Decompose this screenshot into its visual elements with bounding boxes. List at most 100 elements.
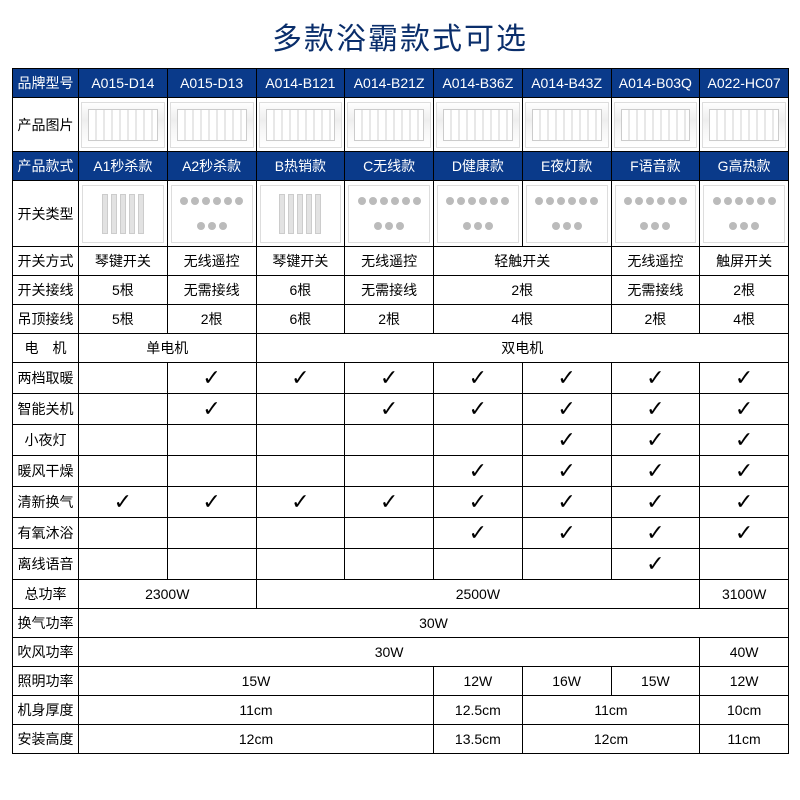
two_heat-6: ✓ [611, 363, 700, 394]
label-photo: 产品图片 [13, 98, 79, 152]
fresh_air-1: ✓ [167, 487, 256, 518]
ceiling_wires-5: 2根 [611, 305, 700, 334]
two_heat-1: ✓ [167, 363, 256, 394]
product-image-1 [170, 102, 254, 148]
oxy_bath-4: ✓ [434, 518, 523, 549]
model-header-0: A015-D14 [79, 69, 168, 98]
comparison-table: 品牌型号A015-D14A015-D13A014-B121A014-B21ZA0… [12, 68, 789, 754]
product-image-4 [436, 102, 520, 148]
switch_wires-1: 无需接线 [167, 276, 256, 305]
style-header-4: D健康款 [434, 152, 523, 181]
light_power-0: 15W [79, 667, 434, 696]
oxy_bath-2 [256, 518, 345, 549]
style-header-3: C无线款 [345, 152, 434, 181]
model-header-1: A015-D13 [167, 69, 256, 98]
smart_off-7: ✓ [700, 394, 789, 425]
label-ceiling_wires: 吊顶接线 [13, 305, 79, 334]
thickness-0: 11cm [79, 696, 434, 725]
fresh_air-0: ✓ [79, 487, 168, 518]
switch-image-cell-1 [167, 181, 256, 247]
offline_voice-1 [167, 549, 256, 580]
install_h-0: 12cm [79, 725, 434, 754]
light_power-4: 12W [700, 667, 789, 696]
switch-image-4 [437, 185, 519, 243]
oxy_bath-7: ✓ [700, 518, 789, 549]
offline_voice-0 [79, 549, 168, 580]
offline_voice-4 [434, 549, 523, 580]
smart_off-2 [256, 394, 345, 425]
product-image-3 [347, 102, 431, 148]
ceiling_wires-6: 4根 [700, 305, 789, 334]
label-model: 品牌型号 [13, 69, 79, 98]
offline_voice-6: ✓ [611, 549, 700, 580]
switch_mode-2: 琴键开关 [256, 247, 345, 276]
ceiling_wires-1: 2根 [167, 305, 256, 334]
label-smart_off: 智能关机 [13, 394, 79, 425]
switch_mode-0: 琴键开关 [79, 247, 168, 276]
ceiling_wires-4: 4根 [434, 305, 612, 334]
oxy_bath-3 [345, 518, 434, 549]
switch-image-5 [526, 185, 608, 243]
smart_off-6: ✓ [611, 394, 700, 425]
install_h-2: 12cm [522, 725, 700, 754]
oxy_bath-0 [79, 518, 168, 549]
install_h-1: 13.5cm [434, 725, 523, 754]
two_heat-5: ✓ [522, 363, 611, 394]
ceiling_wires-0: 5根 [79, 305, 168, 334]
label-style: 产品款式 [13, 152, 79, 181]
product-image-cell-4 [434, 98, 523, 152]
light_power-2: 16W [522, 667, 611, 696]
light_power-3: 15W [611, 667, 700, 696]
label-light_power: 照明功率 [13, 667, 79, 696]
offline_voice-3 [345, 549, 434, 580]
model-header-4: A014-B36Z [434, 69, 523, 98]
night_light-0 [79, 425, 168, 456]
label-fresh_air: 清新换气 [13, 487, 79, 518]
smart_off-0 [79, 394, 168, 425]
thickness-1: 12.5cm [434, 696, 523, 725]
label-vent_power: 换气功率 [13, 609, 79, 638]
warm_dry-6: ✓ [611, 456, 700, 487]
offline_voice-5 [522, 549, 611, 580]
total_power-0: 2300W [79, 580, 257, 609]
label-warm_dry: 暖风干燥 [13, 456, 79, 487]
switch-image-3 [348, 185, 430, 243]
blow_power-1: 40W [700, 638, 789, 667]
style-header-1: A2秒杀款 [167, 152, 256, 181]
thickness-3: 10cm [700, 696, 789, 725]
label-total_power: 总功率 [13, 580, 79, 609]
oxy_bath-1 [167, 518, 256, 549]
blow_power-0: 30W [79, 638, 700, 667]
two_heat-7: ✓ [700, 363, 789, 394]
warm_dry-5: ✓ [522, 456, 611, 487]
product-image-cell-2 [256, 98, 345, 152]
label-switch_mode: 开关方式 [13, 247, 79, 276]
switch_wires-4: 2根 [434, 276, 612, 305]
night_light-3 [345, 425, 434, 456]
switch-image-2 [260, 185, 342, 243]
switch_wires-6: 2根 [700, 276, 789, 305]
warm_dry-3 [345, 456, 434, 487]
two_heat-3: ✓ [345, 363, 434, 394]
switch_mode-4: 轻触开关 [434, 247, 612, 276]
warm_dry-1 [167, 456, 256, 487]
switch-image-cell-3 [345, 181, 434, 247]
product-image-7 [702, 102, 786, 148]
switch-image-6 [615, 185, 697, 243]
install_h-3: 11cm [700, 725, 789, 754]
label-night_light: 小夜灯 [13, 425, 79, 456]
switch-image-0 [82, 185, 164, 243]
switch-image-cell-7 [700, 181, 789, 247]
page-title: 多款浴霸款式可选 [0, 0, 800, 68]
label-offline_voice: 离线语音 [13, 549, 79, 580]
product-image-cell-3 [345, 98, 434, 152]
label-motor: 电 机 [13, 334, 79, 363]
night_light-2 [256, 425, 345, 456]
night_light-1 [167, 425, 256, 456]
total_power-1: 2500W [256, 580, 700, 609]
model-header-3: A014-B21Z [345, 69, 434, 98]
label-blow_power: 吹风功率 [13, 638, 79, 667]
fresh_air-5: ✓ [522, 487, 611, 518]
smart_off-3: ✓ [345, 394, 434, 425]
style-header-2: B热销款 [256, 152, 345, 181]
